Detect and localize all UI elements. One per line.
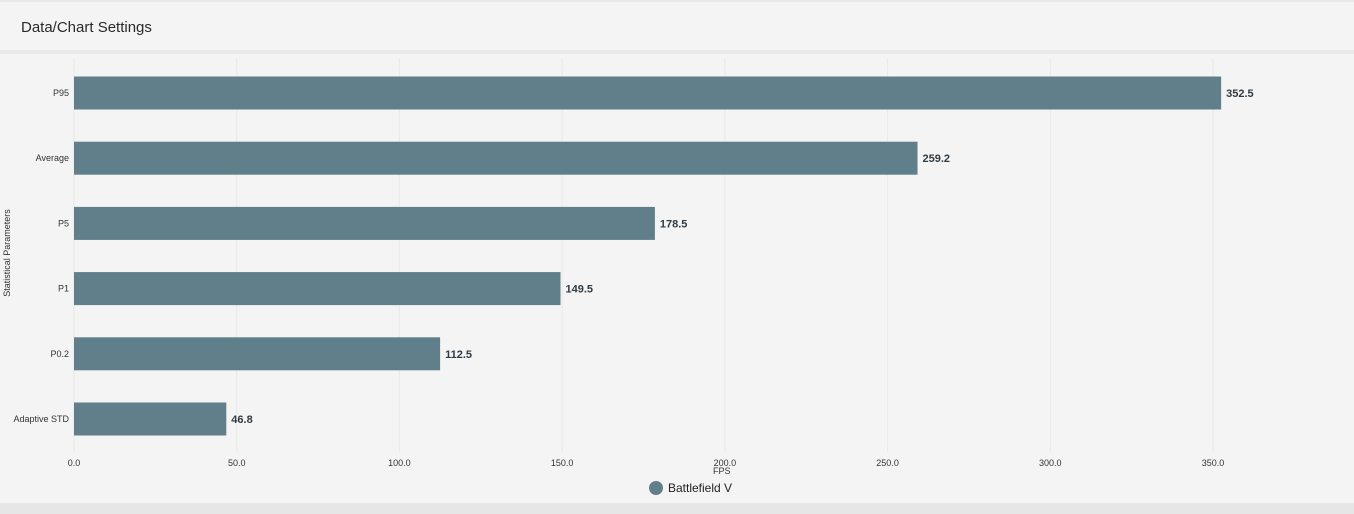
bar-value-label: 149.5	[566, 284, 594, 296]
bar[interactable]	[74, 272, 561, 306]
y-category-label: P95	[53, 88, 69, 98]
bar-value-label: 112.5	[445, 349, 472, 361]
page-title[interactable]: Data/Chart Settings	[21, 19, 152, 36]
x-axis-title: FPS	[713, 466, 731, 476]
y-category-label: P5	[58, 218, 69, 228]
legend-label: Battlefield V	[668, 481, 733, 495]
x-tick-label: 0.0	[68, 458, 81, 468]
y-category-label: Average	[36, 153, 69, 163]
bar-value-label: 46.8	[231, 414, 252, 426]
chart-header: Data/Chart Settings	[0, 2, 1354, 50]
bar[interactable]	[74, 206, 655, 240]
x-tick-label: 150.0	[551, 458, 574, 468]
legend-swatch	[649, 481, 663, 495]
bar[interactable]	[74, 76, 1222, 110]
y-category-label: Adaptive STD	[13, 414, 69, 424]
x-tick-label: 350.0	[1202, 458, 1225, 468]
bar[interactable]	[74, 337, 441, 371]
bar-value-label: 259.2	[923, 153, 951, 165]
x-tick-label: 200.0	[714, 458, 737, 468]
legend[interactable]: Battlefield V	[649, 481, 732, 495]
y-category-label: P0.2	[50, 349, 69, 359]
y-axis-title: Statistical Parameters	[2, 209, 12, 297]
bar[interactable]	[74, 141, 918, 175]
x-tick-label: 100.0	[388, 458, 411, 468]
bar-value-label: 352.5	[1226, 88, 1254, 100]
x-tick-label: 250.0	[876, 458, 899, 468]
bar[interactable]	[74, 402, 227, 436]
bar-value-label: 178.5	[660, 218, 688, 230]
bottom-strip	[0, 503, 1354, 514]
x-tick-label: 50.0	[228, 458, 246, 468]
y-category-label: P1	[58, 284, 69, 294]
x-tick-label: 300.0	[1039, 458, 1062, 468]
